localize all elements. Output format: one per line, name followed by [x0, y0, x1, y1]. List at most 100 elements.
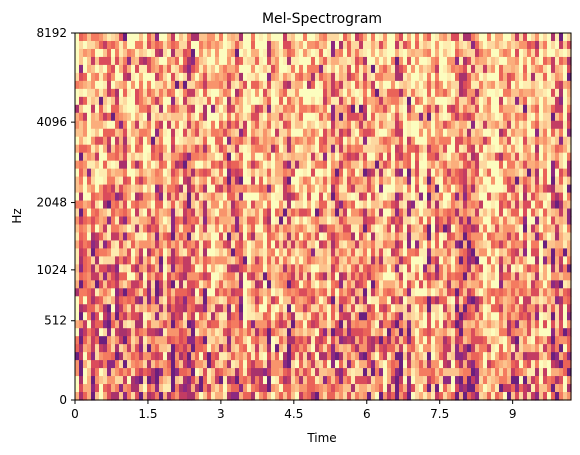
heatmap-cell: [395, 224, 400, 234]
heatmap-cell: [403, 144, 408, 154]
heatmap-cell: [379, 360, 384, 369]
heatmap-cell: [215, 360, 220, 369]
heatmap-cell: [115, 344, 120, 353]
heatmap-cell: [247, 112, 252, 122]
heatmap-cell: [391, 360, 396, 369]
heatmap-cell: [87, 152, 92, 162]
heatmap-cell: [187, 80, 192, 90]
heatmap-cell: [83, 48, 88, 58]
heatmap-cell: [319, 280, 324, 289]
heatmap-cell: [299, 312, 304, 321]
heatmap-cell: [443, 64, 448, 74]
heatmap-cell: [387, 128, 392, 138]
heatmap-cell: [151, 328, 156, 337]
heatmap-cell: [415, 40, 420, 50]
heatmap-cell: [107, 168, 112, 178]
heatmap-cell: [167, 208, 172, 218]
heatmap-cell: [343, 112, 348, 122]
heatmap-cell: [403, 56, 408, 66]
heatmap-cell: [351, 112, 356, 122]
heatmap-cell: [267, 240, 272, 250]
heatmap-cell: [251, 216, 256, 226]
heatmap-cell: [207, 376, 212, 385]
heatmap-cell: [383, 288, 388, 297]
heatmap-cell: [451, 96, 456, 106]
heatmap-cell: [303, 144, 308, 154]
heatmap-cell: [475, 288, 480, 297]
heatmap-cell: [391, 384, 396, 393]
heatmap-cell: [491, 368, 496, 377]
heatmap-cell: [463, 312, 468, 321]
heatmap-cell: [191, 320, 196, 329]
heatmap-cell: [259, 104, 264, 114]
heatmap-cell: [359, 288, 364, 297]
heatmap-cell: [263, 144, 268, 154]
heatmap-cell: [367, 33, 372, 42]
heatmap-cell: [399, 296, 404, 305]
heatmap-cell: [407, 336, 412, 345]
heatmap-cell: [351, 96, 356, 106]
heatmap-cell: [363, 280, 368, 289]
heatmap-cell: [383, 368, 388, 377]
heatmap-cell: [255, 176, 260, 186]
heatmap-cell: [467, 200, 472, 210]
heatmap-cell: [267, 376, 272, 385]
heatmap-cell: [211, 304, 216, 313]
heatmap-cell: [427, 208, 432, 218]
heatmap-cell: [415, 232, 420, 242]
heatmap-cell: [367, 336, 372, 345]
heatmap-cell: [331, 144, 336, 154]
heatmap-cell: [107, 368, 112, 377]
heatmap-cell: [399, 376, 404, 385]
heatmap-cell: [207, 328, 212, 337]
heatmap-cell: [467, 224, 472, 234]
heatmap-cell: [495, 128, 500, 138]
heatmap-cell: [399, 248, 404, 257]
heatmap-cell: [347, 176, 352, 186]
heatmap-cell: [503, 384, 508, 393]
heatmap-cell: [123, 320, 128, 329]
heatmap-cell: [299, 40, 304, 50]
heatmap-cell: [131, 48, 136, 58]
heatmap-cell: [287, 368, 292, 377]
heatmap-cell: [259, 288, 264, 297]
heatmap-cell: [503, 112, 508, 122]
heatmap-cell: [239, 80, 244, 90]
heatmap-cell: [231, 40, 236, 50]
heatmap-cell: [487, 368, 492, 377]
heatmap-cell: [495, 344, 500, 353]
heatmap-cell: [355, 248, 360, 257]
heatmap-cell: [127, 384, 132, 393]
heatmap-cell: [455, 48, 460, 58]
heatmap-cell: [119, 192, 124, 202]
heatmap-cell: [239, 128, 244, 138]
heatmap-cell: [315, 72, 320, 82]
heatmap-cell: [435, 384, 440, 393]
heatmap-cell: [111, 256, 116, 265]
heatmap-cell: [171, 128, 176, 138]
heatmap-cell: [107, 352, 112, 361]
heatmap-cell: [147, 328, 152, 337]
heatmap-cell: [83, 360, 88, 369]
heatmap-cell: [411, 192, 416, 202]
heatmap-cell: [263, 304, 268, 313]
heatmap-cell: [339, 112, 344, 122]
heatmap-cell: [447, 120, 452, 130]
heatmap-cell: [495, 296, 500, 305]
heatmap-cell: [275, 80, 280, 90]
heatmap-cell: [183, 296, 188, 305]
heatmap-cell: [335, 136, 340, 146]
heatmap-cell: [251, 344, 256, 353]
heatmap-cell: [459, 72, 464, 82]
heatmap-cell: [83, 80, 88, 90]
heatmap-cell: [127, 128, 132, 138]
heatmap-cell: [395, 144, 400, 154]
heatmap-cell: [447, 136, 452, 146]
heatmap-cell: [383, 192, 388, 202]
heatmap-cell: [499, 40, 504, 50]
heatmap-cell: [299, 272, 304, 281]
heatmap-cell: [343, 296, 348, 305]
heatmap-cell: [299, 376, 304, 385]
heatmap-cell: [191, 376, 196, 385]
heatmap-cell: [507, 56, 512, 66]
